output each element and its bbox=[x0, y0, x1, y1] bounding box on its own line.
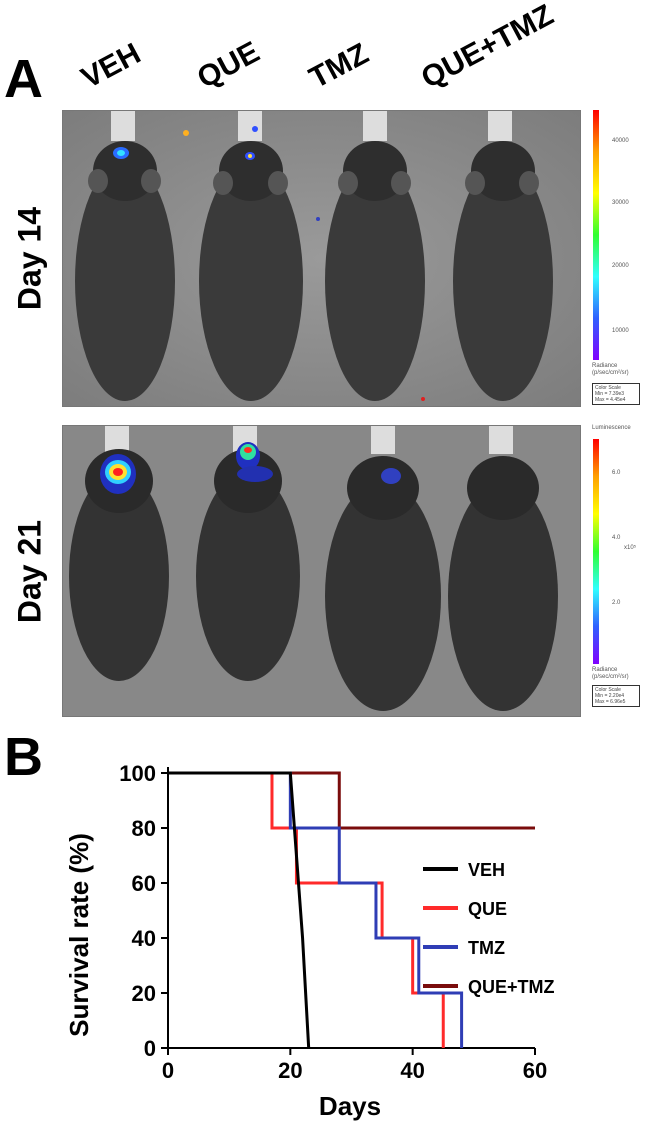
row-label-day-14: Day 14 bbox=[11, 206, 48, 311]
colorbar-top-tick-2: 30000 bbox=[612, 200, 629, 206]
bioluminescence-image-day-21 bbox=[62, 425, 581, 717]
colorbar-bottom-tick-2: 4.0 bbox=[612, 535, 621, 541]
series-line-veh bbox=[168, 771, 311, 1049]
mouse-veh-day21 bbox=[69, 426, 169, 681]
mouse-tmz-day21 bbox=[325, 426, 441, 711]
x-tick-label-0: 0 bbox=[162, 1058, 174, 1083]
colorbar-top-scale-box: Color Scale Min = 7.39e3 Max = 4.45e4 bbox=[592, 383, 640, 405]
y-tick-label-80: 80 bbox=[132, 816, 156, 841]
column-label-veh: VEH bbox=[76, 37, 146, 96]
chart-series bbox=[168, 771, 535, 1049]
column-label-tmz: TMZ bbox=[304, 37, 374, 96]
mouse-tmz-day14 bbox=[325, 111, 425, 401]
panel-a-letter: A bbox=[4, 49, 43, 109]
legend-label-que-tmz: QUE+TMZ bbox=[468, 977, 555, 997]
colorbar-bottom-scale-box: Color Scale Min = 2.20e4 Max = 6.96e5 bbox=[592, 685, 640, 707]
column-label-que-tmz: QUE+TMZ bbox=[416, 0, 559, 96]
y-tick-label-100: 100 bbox=[119, 761, 156, 786]
colorbar-gradient-top bbox=[593, 110, 599, 360]
colorbar-top-tick-4: 10000 bbox=[612, 328, 629, 334]
mouse-que-tmz-day14 bbox=[453, 111, 553, 401]
legend-label-que: QUE bbox=[468, 899, 507, 919]
x-axis-label: Days bbox=[319, 1091, 381, 1121]
mice-day-21-illustration bbox=[63, 426, 580, 716]
y-tick-label-20: 20 bbox=[132, 981, 156, 1006]
mouse-que-day14 bbox=[199, 111, 303, 401]
mouse-que-tmz-day21 bbox=[448, 426, 558, 711]
chart-axes: 0 20 40 60 80 100 0 20 40 60 bbox=[119, 761, 547, 1083]
colorbar-bottom-exponent: x10⁵ bbox=[624, 545, 637, 551]
colorbar-bottom-box-line-2: Min = 2.20e4 bbox=[595, 693, 625, 699]
colorbar-top-box-line-2: Min = 7.39e3 bbox=[595, 391, 625, 397]
colorbar-top-subtitle: (p/sec/cm²/sr) bbox=[592, 370, 629, 376]
colorbar-bottom-title: Luminescence bbox=[592, 425, 631, 431]
colorbar-bottom-box-line-1: Color Scale bbox=[595, 687, 621, 693]
x-tick-label-40: 40 bbox=[400, 1058, 424, 1083]
bioluminescence-image-day-14 bbox=[62, 110, 581, 407]
chart-legend: VEH QUE TMZ QUE+TMZ bbox=[423, 860, 555, 997]
series-line-tmz bbox=[168, 771, 464, 1048]
column-label-que: QUE bbox=[192, 35, 265, 96]
colorbar-top-title: Radiance bbox=[592, 363, 618, 369]
y-tick-label-0: 0 bbox=[144, 1036, 156, 1061]
y-tick-label-60: 60 bbox=[132, 871, 156, 896]
colorbar-top-box-line-3: Max = 4.45e4 bbox=[595, 397, 626, 403]
mouse-veh-day14 bbox=[75, 111, 175, 401]
colorbar-bottom-subtitle-2: (p/sec/cm²/sr) bbox=[592, 674, 629, 680]
x-tick-label-20: 20 bbox=[278, 1058, 302, 1083]
legend-label-tmz: TMZ bbox=[468, 938, 505, 958]
mouse-que-day21 bbox=[196, 426, 300, 681]
y-tick-label-40: 40 bbox=[132, 926, 156, 951]
row-label-day-21: Day 21 bbox=[11, 519, 48, 624]
colorbar-bottom-tick-1: 6.0 bbox=[612, 470, 621, 476]
colorbar-gradient-bottom bbox=[593, 439, 599, 664]
mice-day-14-illustration bbox=[63, 111, 580, 406]
legend-label-veh: VEH bbox=[468, 860, 505, 880]
panel-b-letter: B bbox=[4, 727, 43, 787]
colorbar-top-tick-3: 20000 bbox=[612, 263, 629, 269]
colorbar-bottom-box-line-3: Max = 6.96e5 bbox=[595, 699, 626, 705]
colorbar-day-14: 40000 30000 20000 10000 Radiance (p/sec/… bbox=[590, 110, 650, 405]
y-axis-label: Survival rate (%) bbox=[64, 833, 94, 1037]
series-line-que-tmz bbox=[168, 771, 535, 830]
colorbar-bottom-tick-3: 2.0 bbox=[612, 600, 621, 606]
colorbar-bottom-subtitle-1: Radiance bbox=[592, 667, 618, 673]
survival-chart: 0 20 40 60 80 100 0 20 40 60 VEH QUE TMZ QUE+TMZ Sur… bbox=[64, 761, 555, 1121]
colorbar-day-21: Luminescence 6.0 4.0 x10⁵ 2.0 Radiance (… bbox=[590, 425, 650, 715]
colorbar-top-tick-1: 40000 bbox=[612, 138, 629, 144]
colorbar-top-box-line-1: Color Scale bbox=[595, 385, 621, 391]
x-tick-label-60: 60 bbox=[523, 1058, 547, 1083]
